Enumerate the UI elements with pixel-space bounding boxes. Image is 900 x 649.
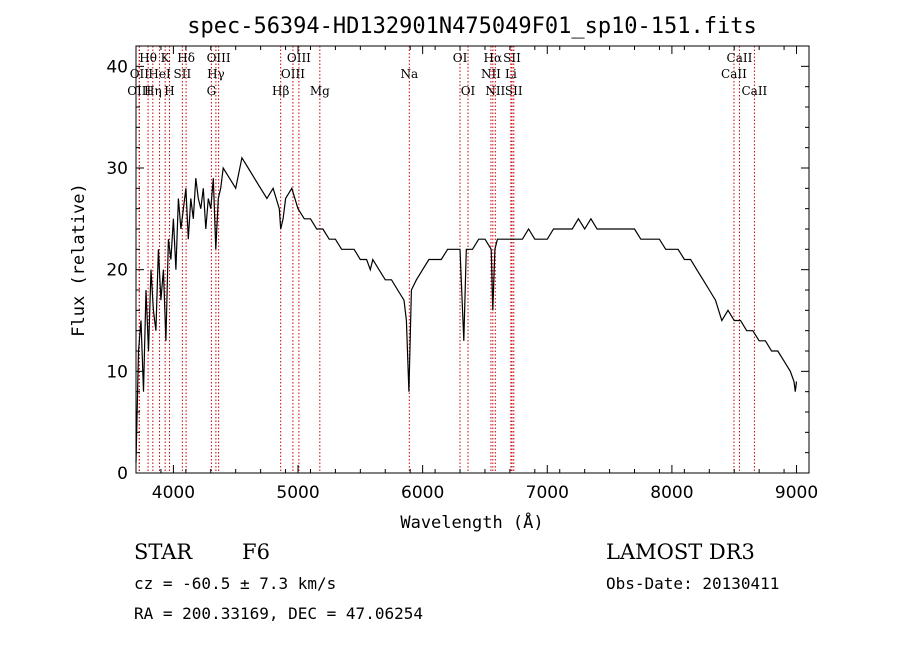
y-axis-ticks: 0 10 20 30 40 <box>106 45 809 484</box>
x-axis-label: Wavelength (Å) <box>400 511 543 533</box>
line-label-1: OII <box>130 67 150 81</box>
emission-line-markers <box>138 46 755 473</box>
line-label-0: Hθ <box>139 51 157 65</box>
line-label-16: Na <box>400 67 418 81</box>
coordinates-readout: RA = 200.33169, DEC = 47.06254 <box>134 604 423 623</box>
x-axis-ticks: 4000 5000 6000 7000 8000 9000 <box>135 46 818 503</box>
y-axis-label: Flux (relative) <box>69 183 89 337</box>
line-label-7: SII <box>174 67 192 81</box>
plot-frame <box>135 45 810 474</box>
line-label-23: NII <box>485 84 505 98</box>
x-tick-label-1: 5000 <box>276 483 319 503</box>
object-class: STAR <box>134 540 193 564</box>
x-tick-label-5: 9000 <box>775 483 818 503</box>
line-label-4: HeI <box>148 67 171 81</box>
x-tick-label-4: 8000 <box>650 483 693 503</box>
line-label-9: OIII <box>207 51 231 65</box>
y-tick-label-3: 30 <box>106 159 128 179</box>
redshift-readout: cz = -60.5 ± 7.3 km/s <box>134 574 337 593</box>
line-label-2: OIII <box>127 84 151 98</box>
line-label-10: Hγ <box>207 67 225 81</box>
chart-title: spec-56394-HD132901N475049F01_sp10-151.f… <box>187 14 757 39</box>
line-label-20: SII <box>503 51 521 65</box>
line-label-11: G <box>207 84 217 98</box>
line-label-24: SII <box>505 84 523 98</box>
line-label-19: Hα <box>484 51 503 65</box>
line-label-12: OIII <box>287 51 311 65</box>
line-label-22: Li <box>505 67 517 81</box>
line-label-15: Mg <box>310 84 330 98</box>
spectrum-chart: spec-56394-HD132901N475049F01_sp10-151.f… <box>69 14 818 533</box>
line-label-26: CaII <box>721 67 747 81</box>
line-label-5: Hη <box>144 84 162 98</box>
line-label-14: Hβ <box>272 84 289 98</box>
line-label-18: OI <box>461 84 476 98</box>
y-tick-label-0: 0 <box>117 464 128 484</box>
x-tick-label-2: 6000 <box>401 483 444 503</box>
line-label-13: OIII <box>281 67 305 81</box>
line-label-8: H <box>164 84 174 98</box>
line-label-25: CaII <box>727 51 753 65</box>
line-label-27: CaII <box>741 84 767 98</box>
survey-name: LAMOST DR3 <box>606 540 755 564</box>
spectrum-series-line <box>135 156 798 463</box>
line-label-3: K <box>161 51 171 65</box>
line-label-6: Hδ <box>177 51 195 65</box>
observation-date: Obs-Date: 20130411 <box>606 574 780 593</box>
y-tick-label-2: 20 <box>106 261 128 281</box>
line-label-21: NII <box>481 67 501 81</box>
x-tick-label-3: 7000 <box>526 483 569 503</box>
y-tick-label-4: 40 <box>106 57 128 77</box>
y-tick-label-1: 10 <box>106 362 128 382</box>
x-tick-label-0: 4000 <box>152 483 195 503</box>
object-subclass: F6 <box>242 540 270 564</box>
line-label-17: OI <box>453 51 468 65</box>
